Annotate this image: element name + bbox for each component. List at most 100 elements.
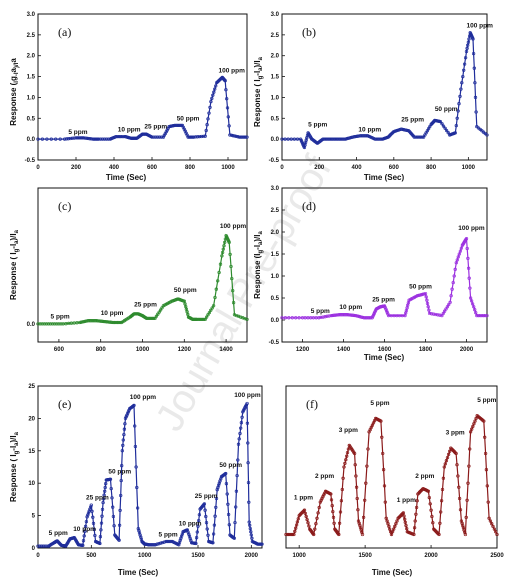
- data-point: [412, 532, 416, 537]
- data-point: [157, 542, 161, 546]
- data-point: [194, 135, 198, 139]
- data-point: [429, 312, 434, 316]
- annotation-label: 1 ppm: [294, 494, 313, 501]
- data-point: [205, 527, 209, 531]
- data-point: [423, 291, 428, 296]
- data-point: [392, 527, 396, 531]
- x-tick-label: 500: [86, 553, 97, 559]
- data-point: [485, 484, 489, 488]
- data-point: [227, 124, 231, 128]
- data-point: [227, 240, 231, 245]
- data-point: [430, 514, 434, 519]
- data-point: [390, 530, 395, 534]
- x-tick-label: 1400: [337, 347, 351, 353]
- data-point: [481, 313, 486, 318]
- data-point: [247, 520, 251, 524]
- data-point: [91, 521, 96, 526]
- data-point: [46, 322, 51, 326]
- data-point: [369, 316, 373, 320]
- data-point: [85, 515, 89, 519]
- data-point: [203, 508, 207, 512]
- data-point: [418, 293, 422, 297]
- annotation-label: 5 ppm: [159, 531, 178, 538]
- data-point: [226, 115, 230, 119]
- data-point: [203, 317, 207, 322]
- x-tick-label: 2500: [490, 553, 504, 559]
- annotation-label: 25 ppm: [144, 124, 167, 131]
- y-axis-label-part: )/I: [253, 234, 262, 241]
- data-point: [117, 538, 121, 542]
- data-point: [381, 468, 386, 472]
- data-point: [204, 315, 209, 319]
- data-point: [221, 247, 225, 251]
- data-point: [210, 96, 214, 101]
- data-point: [224, 471, 228, 476]
- data-point: [463, 56, 468, 60]
- data-point: [68, 136, 72, 141]
- data-point: [157, 135, 162, 139]
- data-point: [438, 521, 442, 525]
- data-point: [222, 244, 226, 248]
- annotation-label: 10 ppm: [179, 520, 202, 527]
- data-point: [464, 236, 469, 241]
- data-point: [220, 254, 224, 258]
- data-point: [290, 532, 295, 537]
- data-point: [295, 520, 300, 524]
- data-point: [446, 131, 450, 135]
- data-point: [164, 539, 168, 544]
- panel-label: (f): [306, 397, 318, 411]
- data-point: [402, 514, 406, 518]
- data-point: [100, 514, 104, 518]
- data-point: [429, 508, 433, 512]
- data-point: [90, 509, 94, 513]
- data-point: [220, 250, 225, 255]
- y-tick-label: 0.0: [27, 137, 36, 143]
- data-point: [214, 496, 219, 501]
- data-point: [468, 296, 473, 300]
- data-point: [307, 524, 311, 528]
- data-point: [483, 451, 488, 456]
- data-point: [306, 521, 310, 525]
- y-axis-label-part: a: [9, 67, 18, 72]
- data-point: [214, 505, 218, 510]
- x-tick-label: 1500: [191, 553, 205, 559]
- data-point: [422, 292, 426, 296]
- data-point: [155, 542, 159, 546]
- data-point: [470, 302, 475, 306]
- data-point: [458, 94, 462, 99]
- data-point: [457, 102, 461, 106]
- data-point: [159, 135, 164, 139]
- data-point: [331, 509, 335, 514]
- data-point: [488, 519, 493, 523]
- annotation-label: 25 ppm: [86, 494, 109, 501]
- data-point: [66, 137, 71, 141]
- y-tick-label: 0: [32, 546, 36, 552]
- data-point: [471, 51, 476, 56]
- data-point: [467, 464, 471, 468]
- annotation-label: 100 ppm: [130, 394, 157, 401]
- data-point: [245, 135, 249, 139]
- data-point: [227, 523, 231, 527]
- data-point: [153, 543, 157, 547]
- data-point: [316, 511, 320, 515]
- data-point: [103, 489, 107, 493]
- y-tick-label: 2.0: [271, 230, 280, 236]
- data-point: [231, 134, 235, 138]
- data-point: [354, 485, 359, 489]
- y-tick-label: 15: [28, 449, 35, 455]
- data-point: [471, 424, 475, 429]
- data-point: [147, 543, 151, 547]
- annotation-label: 10 ppm: [118, 127, 141, 134]
- data-point: [444, 307, 448, 311]
- data-point: [388, 527, 392, 531]
- x-tick-label: 600: [147, 165, 158, 171]
- data-point: [425, 298, 429, 302]
- annotation-label: 2 ppm: [315, 473, 334, 480]
- data-point: [54, 137, 58, 141]
- data-point: [125, 413, 129, 417]
- data-point: [352, 451, 357, 456]
- data-point: [194, 541, 198, 546]
- x-tick-label: 1200: [178, 347, 192, 353]
- data-point: [445, 455, 450, 460]
- data-point: [231, 289, 235, 293]
